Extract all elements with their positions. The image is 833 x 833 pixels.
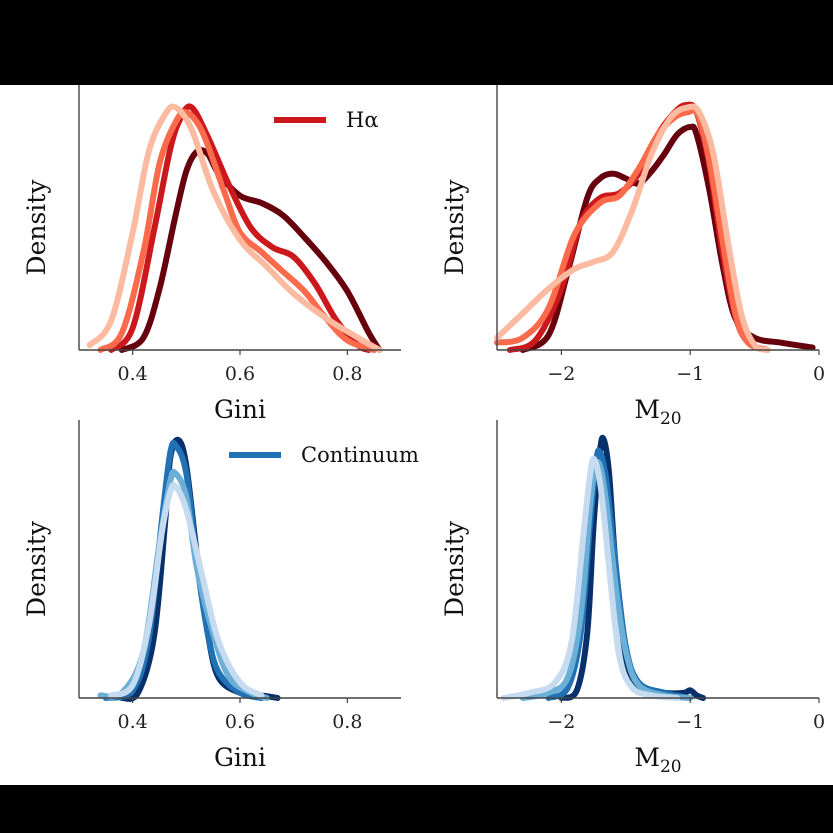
figure-canvas: 0.4 0.6 0.8 Gini Density Hα −2 −1 0 M20 Density 0.4… <box>0 85 833 785</box>
x-axis-label: Gini <box>214 395 266 424</box>
x-tick-label: 0.8 <box>332 711 362 733</box>
x-tick-label: −1 <box>676 711 704 733</box>
x-tick-label: −1 <box>676 363 704 385</box>
x-tick-label: 0 <box>813 363 825 385</box>
density-curve-2 <box>108 103 372 353</box>
density-curve-1 <box>519 123 816 353</box>
x-tick-label: 0.6 <box>225 363 255 385</box>
panel-top-left: 0.4 0.6 0.8 Gini Density Hα <box>22 85 401 424</box>
x-tick-label: 0.4 <box>118 711 148 733</box>
panel-bottom-right: −2 −1 0 M20 Density <box>440 420 825 777</box>
y-axis-label: Density <box>440 520 469 617</box>
density-curve-3 <box>97 108 378 353</box>
density-curve-4 <box>500 455 681 701</box>
legend-label: Hα <box>346 108 379 132</box>
panel-top-right: −2 −1 0 M20 Density <box>440 85 825 429</box>
y-axis-label: Density <box>22 520 51 617</box>
x-axis-label: Gini <box>214 743 266 772</box>
panel-bottom-left: 0.4 0.6 0.8 Gini Density Continuum <box>22 420 419 772</box>
x-tick-label: −2 <box>547 363 575 385</box>
density-curve-4 <box>494 103 771 353</box>
x-tick-label: 0.6 <box>225 711 255 733</box>
x-tick-label: 0 <box>813 711 825 733</box>
density-curve-4 <box>86 103 383 353</box>
x-axis-label: M20 <box>634 395 681 429</box>
density-curve-4 <box>108 481 265 699</box>
x-axis-label: M20 <box>634 743 681 777</box>
y-axis-label: Density <box>440 179 469 276</box>
x-tick-label: −2 <box>547 711 575 733</box>
x-tick-label: 0.8 <box>332 363 362 385</box>
legend-label: Continuum <box>301 443 419 467</box>
density-curve-3 <box>519 459 694 701</box>
y-axis-label: Density <box>22 179 51 276</box>
x-tick-label: 0.4 <box>118 363 148 385</box>
